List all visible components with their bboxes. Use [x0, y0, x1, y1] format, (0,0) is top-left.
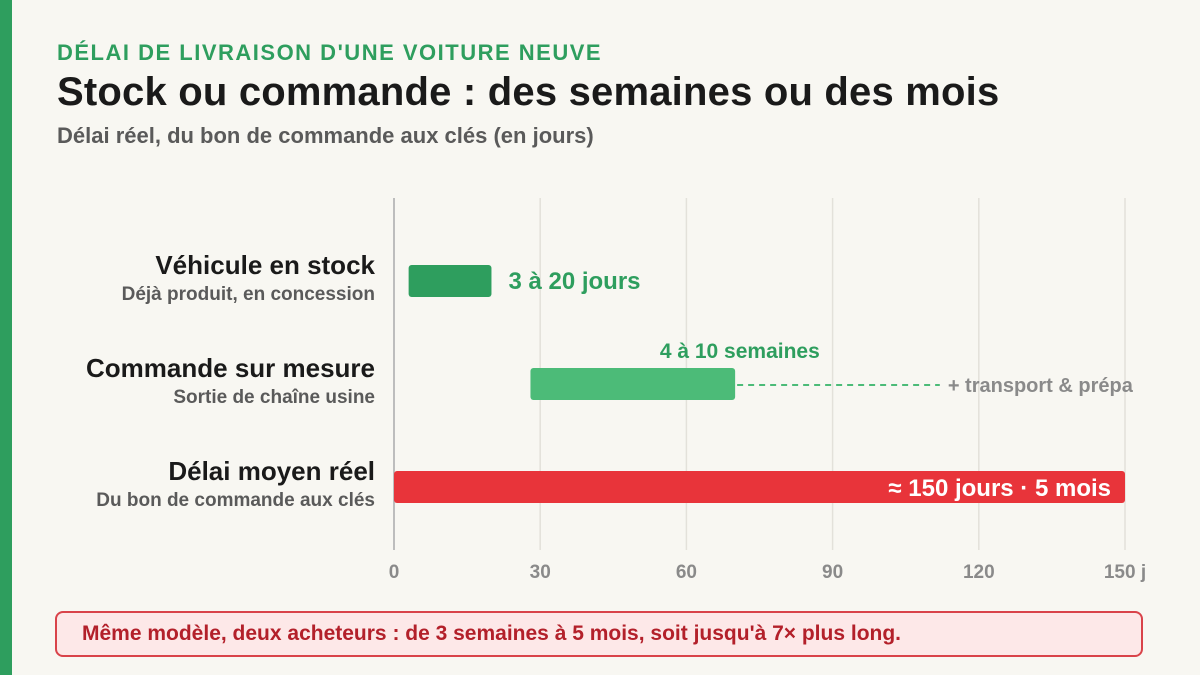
bar-value-label: ≈ 150 jours · 5 mois	[888, 475, 1111, 502]
bar-1	[408, 265, 492, 297]
chart-title: Stock ou commande : des semaines ou des …	[57, 70, 1000, 114]
bar-2	[530, 368, 736, 400]
conclusion-callout: Même modèle, deux acheteurs : de 3 semai…	[55, 611, 1143, 657]
category-label: Véhicule en stock	[155, 250, 375, 280]
callout-text: Même modèle, deux acheteurs : de 3 semai…	[82, 622, 902, 645]
category-sublabel: Sortie de chaîne usine	[173, 387, 375, 408]
bar-value-label: 4 à 10 semaines	[660, 340, 820, 363]
category-sublabel: Déjà produit, en concession	[122, 284, 375, 305]
accent-bar	[0, 0, 12, 675]
category-sublabel: Du bon de commande aux clés	[96, 490, 375, 511]
category-label: Délai moyen réel	[168, 456, 375, 486]
bar-3	[394, 471, 1125, 503]
bar-chart: 3 à 20 jours Véhicule en stock Déjà produi…	[86, 198, 1146, 583]
x-tick-label: 120	[963, 562, 995, 583]
x-tick-label: 0	[389, 562, 400, 583]
category-label: Commande sur mesure	[86, 353, 375, 383]
x-tick-label: 90	[822, 562, 843, 583]
category-labels: 3 à 20 jours Véhicule en stock Déjà produi…	[86, 250, 1134, 511]
x-tick-label: 30	[530, 562, 551, 583]
x-axis-ticks: 0 30 60 90 120 150 j	[389, 562, 1146, 583]
x-tick-label: 60	[676, 562, 697, 583]
chart-subtitle: Délai réel, du bon de commande aux clés …	[57, 123, 594, 148]
extension-label: + transport & prépa	[948, 375, 1134, 397]
bars	[394, 265, 1125, 503]
chart-kicker: DÉLAI DE LIVRAISON D'UNE VOITURE NEUVE	[57, 40, 603, 65]
bar-value-label: 3 à 20 jours	[508, 268, 640, 295]
x-tick-label: 150 j	[1104, 562, 1146, 583]
